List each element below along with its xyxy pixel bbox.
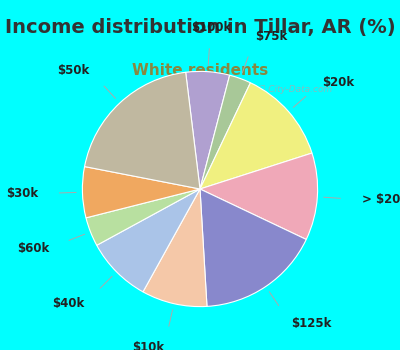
Text: $100k: $100k	[191, 21, 231, 34]
Wedge shape	[200, 83, 312, 189]
Wedge shape	[82, 167, 200, 218]
Text: $50k: $50k	[57, 64, 89, 77]
Wedge shape	[200, 75, 250, 189]
Wedge shape	[200, 189, 306, 306]
Text: > $200k: > $200k	[362, 193, 400, 206]
Wedge shape	[186, 71, 230, 189]
Wedge shape	[200, 153, 318, 239]
Wedge shape	[97, 189, 200, 292]
Wedge shape	[86, 189, 200, 245]
Text: $30k: $30k	[6, 187, 38, 200]
Text: $40k: $40k	[52, 297, 85, 310]
Text: $60k: $60k	[17, 242, 49, 255]
Text: Income distribution in Tillar, AR (%): Income distribution in Tillar, AR (%)	[5, 18, 395, 37]
Text: White residents: White residents	[132, 63, 268, 78]
Wedge shape	[84, 72, 200, 189]
Text: $10k: $10k	[132, 341, 164, 350]
Text: $75k: $75k	[256, 30, 288, 43]
Wedge shape	[143, 189, 207, 307]
Text: $20k: $20k	[322, 76, 354, 89]
Text: ⓘ City-Data.com: ⓘ City-Data.com	[260, 85, 332, 94]
Text: $125k: $125k	[291, 317, 331, 330]
